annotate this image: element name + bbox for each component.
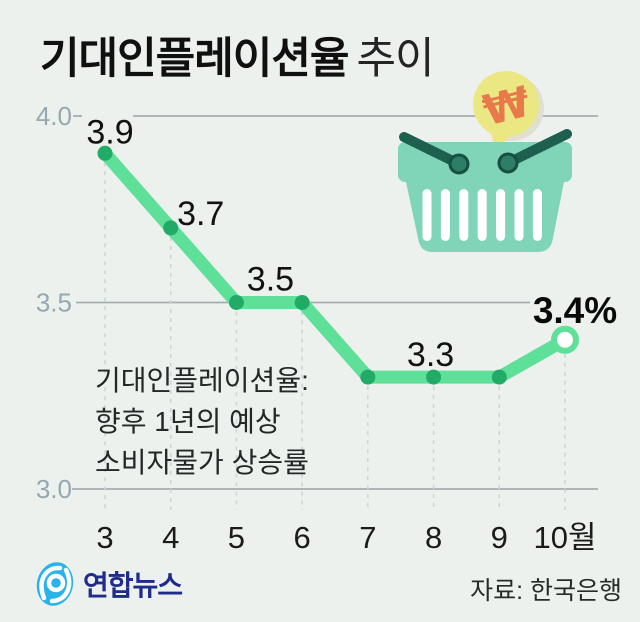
data-label: 3.3 <box>407 336 454 374</box>
series-line <box>98 146 572 384</box>
basket-stripes <box>422 189 542 241</box>
data-point <box>426 369 442 385</box>
annotation-line-2: 향후 1년의 예상 <box>95 406 281 437</box>
won-symbol-icon: ₩ <box>478 77 535 136</box>
annotation-line-1: 기대인플레이션율: <box>95 365 309 396</box>
data-label: 3.5 <box>247 261 294 299</box>
x-tick-label: 10월 <box>533 520 596 555</box>
title-main: 기대인플레이션율 <box>40 35 349 83</box>
speech-bubble <box>473 71 539 137</box>
data-point <box>163 220 179 236</box>
x-tick-label: 6 <box>294 520 311 555</box>
data-point <box>294 295 310 310</box>
x-tick-label: 9 <box>491 520 508 555</box>
x-tick-label: 5 <box>228 520 245 555</box>
chart-annotation: 기대인플레이션율: 향후 1년의 예상 소비자물가 상승률 <box>95 360 309 483</box>
data-source: 자료: 한국은행 <box>470 577 622 605</box>
annotation-line-3: 소비자물가 상승률 <box>95 447 309 478</box>
title-suffix: 추이 <box>356 35 434 83</box>
yonhap-logo-text: 연합뉴스 <box>83 570 183 601</box>
x-tick-label: 3 <box>96 520 113 555</box>
data-label-highlight: 3.4% <box>533 290 617 331</box>
data-point-open <box>550 325 579 354</box>
data-label: 3.9 <box>86 113 133 151</box>
x-tick-label: 7 <box>359 520 376 555</box>
y-tick-label: 4.0 <box>36 101 72 131</box>
data-point <box>491 369 507 385</box>
data-point <box>228 295 244 310</box>
page-title: 기대인플레이션율 추이 <box>40 24 435 86</box>
yonhap-globe-icon <box>36 562 74 606</box>
x-tick-label: 4 <box>162 520 179 555</box>
y-tick-label: 3.0 <box>36 474 72 504</box>
data-point <box>360 369 376 385</box>
handle-knob-left <box>448 153 470 175</box>
data-label: 3.7 <box>177 195 224 233</box>
data-point <box>97 145 113 161</box>
handle-knob-right <box>497 152 519 174</box>
yonhap-logo: 연합뉴스 <box>34 560 183 608</box>
y-tick-label: 3.5 <box>36 288 72 318</box>
x-tick-label: 8 <box>425 520 442 555</box>
